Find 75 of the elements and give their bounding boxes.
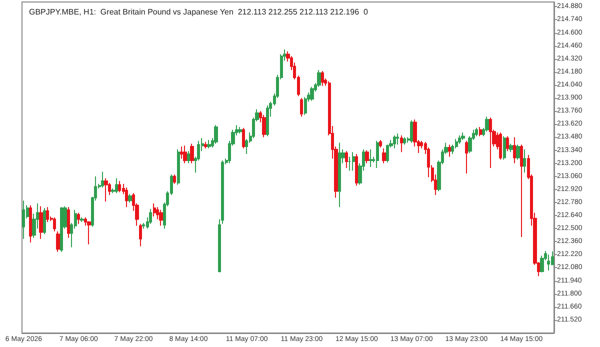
candlestick — [125, 187, 128, 208]
candlestick — [348, 156, 351, 172]
candlestick — [101, 171, 104, 188]
candlestick — [159, 209, 163, 226]
candlestick — [80, 216, 84, 223]
candlestick — [403, 136, 406, 146]
candlestick — [173, 174, 176, 184]
candlestick — [382, 148, 386, 164]
candlestick — [180, 146, 183, 160]
candlestick — [369, 148, 372, 168]
candlestick — [77, 212, 80, 224]
candlestick — [214, 124, 218, 144]
candlestick — [379, 139, 382, 148]
candlestick — [355, 153, 358, 186]
candlestick — [128, 194, 132, 203]
candlestick — [310, 86, 314, 102]
candlestick — [393, 134, 396, 149]
candlestick — [183, 145, 187, 164]
candlestick — [547, 254, 550, 272]
candlestick — [46, 206, 49, 223]
candlestick — [520, 144, 523, 238]
candlestick — [506, 136, 509, 152]
candlestick — [509, 143, 513, 153]
candlestick — [22, 200, 25, 240]
candlestick — [489, 117, 492, 168]
candlestick — [238, 126, 242, 134]
candlestick — [115, 178, 118, 194]
candlestick — [153, 202, 156, 217]
candlestick — [475, 127, 478, 137]
candlestick — [87, 220, 91, 245]
candlestick — [266, 104, 269, 137]
candlestick — [304, 96, 307, 116]
candlestick — [499, 132, 502, 160]
candlestick — [540, 255, 544, 273]
candlestick — [386, 144, 389, 163]
candlestick — [67, 206, 70, 238]
candlestick — [204, 141, 207, 149]
candlestick — [321, 70, 324, 86]
candlestick — [118, 180, 121, 193]
candlestick — [448, 144, 451, 158]
candlestick — [187, 150, 190, 164]
candlestick — [458, 134, 461, 144]
candlestick — [465, 140, 468, 174]
candlestick — [479, 126, 482, 137]
candlestick — [317, 70, 321, 88]
candlestick — [352, 152, 355, 172]
candlestick — [104, 178, 108, 202]
candlestick — [513, 136, 516, 164]
candlestick — [242, 127, 245, 149]
candlestick — [400, 134, 403, 153]
candlestick — [177, 148, 180, 186]
candlestick — [503, 136, 506, 160]
candlestick — [396, 132, 399, 146]
candlestick — [523, 148, 526, 174]
candlestick — [149, 208, 152, 224]
candlestick — [262, 114, 266, 138]
candlestick — [345, 150, 348, 168]
candlestick — [43, 208, 46, 235]
candlestick — [461, 132, 465, 140]
candlestick — [376, 140, 379, 168]
text: GBPJPY.MBE, H1: Great Britain Pound vs Japanese Yen 212.113 212.255 212.113 212.196 0 — [29, 8, 368, 16]
candlestick — [139, 223, 142, 247]
candlestick — [53, 216, 56, 232]
candlestick — [300, 98, 303, 118]
candlestick — [485, 116, 489, 132]
candlestick — [338, 142, 341, 208]
candlestick — [60, 206, 63, 252]
candlestick — [207, 139, 211, 149]
candlestick — [365, 150, 369, 164]
candlestick — [516, 144, 520, 160]
candlestick — [190, 143, 194, 164]
candlestick — [410, 120, 413, 144]
candlestick — [56, 230, 60, 252]
candlestick — [29, 204, 32, 244]
candlestick — [39, 206, 43, 240]
